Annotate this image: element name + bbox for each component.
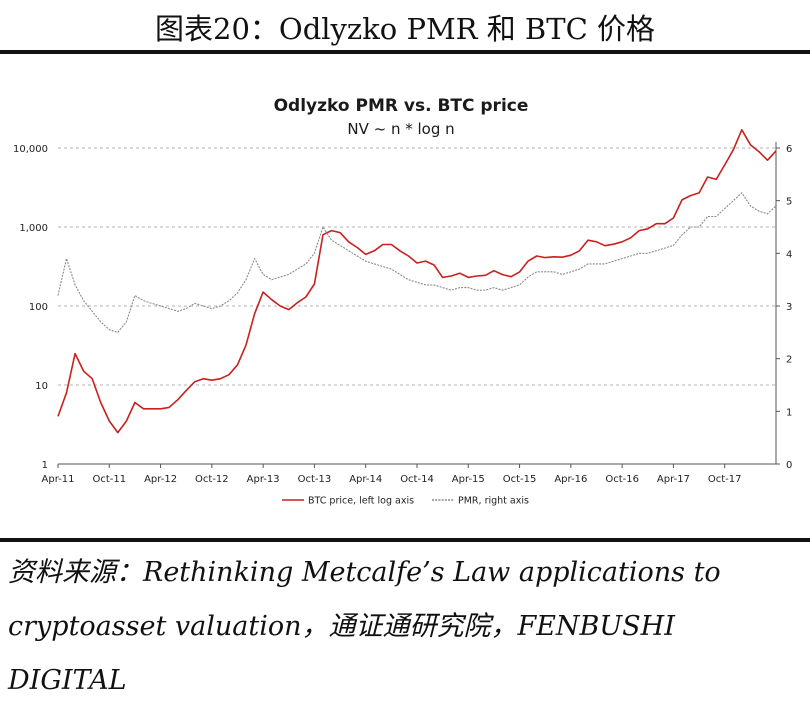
x-tick-label: Apr-15 bbox=[452, 474, 485, 485]
bottom-rule bbox=[0, 538, 810, 542]
x-tick-label: Apr-14 bbox=[349, 474, 382, 485]
chart-title: Odlyzko PMR vs. BTC price bbox=[274, 96, 529, 116]
pmr-line bbox=[57, 192, 777, 333]
right-axis: 0 1 2 3 4 5 6 bbox=[776, 144, 792, 471]
series-layer bbox=[57, 129, 777, 434]
left-tick-label: 10 bbox=[35, 381, 48, 392]
axes bbox=[58, 142, 777, 465]
x-tick-label: Oct-12 bbox=[195, 474, 229, 485]
right-tick-label: 6 bbox=[786, 144, 792, 155]
x-tick-label: Oct-14 bbox=[400, 474, 434, 485]
grid bbox=[58, 147, 776, 386]
right-tick-label: 2 bbox=[786, 355, 792, 366]
left-tick-label: 1 bbox=[42, 460, 48, 471]
x-tick-label: Oct-16 bbox=[605, 474, 639, 485]
chart: Odlyzko PMR vs. BTC price NV ~ n * log n… bbox=[13, 96, 792, 507]
chart-subtitle: NV ~ n * log n bbox=[347, 120, 454, 138]
x-tick-label: Apr-17 bbox=[657, 474, 690, 485]
left-tick-label: 100 bbox=[29, 302, 48, 313]
x-tick-label: Oct-13 bbox=[298, 474, 332, 485]
legend-pmr-label: PMR, right axis bbox=[458, 496, 529, 507]
figure-title: 图表20：Odlyzko PMR 和 BTC 价格 bbox=[155, 12, 655, 46]
x-axis: Apr-11 Oct-11 Apr-12 Oct-12 Apr-13 Oct-13 Apr-… bbox=[42, 464, 742, 485]
left-tick-label: 10,000 bbox=[13, 144, 48, 155]
left-axis: 1 10 100 1,000 10,000 bbox=[13, 144, 48, 471]
x-tick-label: Apr-11 bbox=[42, 474, 75, 485]
x-tick-label: Oct-15 bbox=[503, 474, 537, 485]
x-tick-label: Apr-16 bbox=[554, 474, 587, 485]
x-tick-label: Apr-12 bbox=[144, 474, 177, 485]
left-tick-label: 1,000 bbox=[19, 223, 48, 234]
x-tick-label: Apr-13 bbox=[247, 474, 280, 485]
top-rule bbox=[0, 50, 810, 54]
x-tick-label: Oct-11 bbox=[92, 474, 126, 485]
legend: BTC price, left log axis PMR, right axis bbox=[282, 496, 529, 507]
source-note: 资料来源：Rethinking Metcalfe’s Law applicati… bbox=[8, 557, 721, 696]
right-tick-label: 1 bbox=[786, 407, 792, 418]
btc-price-line bbox=[57, 129, 777, 434]
x-tick-label: Oct-17 bbox=[708, 474, 742, 485]
right-tick-label: 0 bbox=[786, 460, 792, 471]
right-tick-label: 5 bbox=[786, 197, 792, 208]
right-tick-label: 4 bbox=[786, 249, 792, 260]
legend-btc-label: BTC price, left log axis bbox=[308, 496, 414, 507]
right-tick-label: 3 bbox=[786, 302, 792, 313]
